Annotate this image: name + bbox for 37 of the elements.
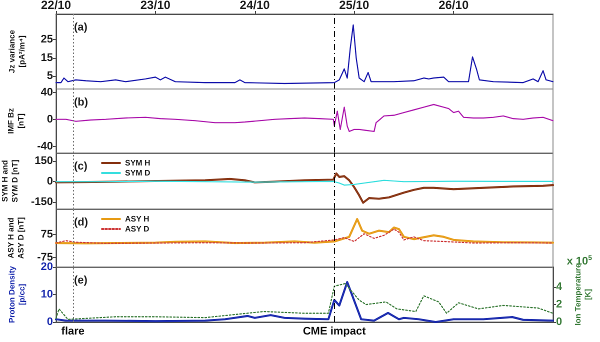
y-axis-title: IMF Bz [nT] [6, 108, 26, 134]
y-axis-title: ASY H and ASY D [nT] [6, 216, 26, 259]
legend-label: ASY D [125, 224, 150, 234]
y-axis-title: SYM H and SYM D [nT] [0, 159, 20, 202]
y-tick-label: 0 [46, 176, 53, 188]
legend-label: ASY H [125, 214, 150, 224]
y-tick-label: 10 [40, 288, 53, 300]
y2-tick-label: 0 [556, 316, 562, 328]
y-tick-label: 20 [40, 261, 53, 273]
y-axis-title: Proton Density [p/cc] [8, 266, 26, 323]
annotation: (c) [74, 160, 88, 172]
annotation: (e) [74, 274, 88, 286]
ref-line-label: flare [61, 326, 85, 338]
annotation: (b) [74, 96, 88, 108]
y-tick-label: 5 [46, 70, 53, 82]
y-tick-label: 0 [46, 113, 53, 126]
x-tick-label: 24/10 [240, 0, 270, 12]
annotation: (d) [74, 216, 88, 228]
y-tick-label: -150 [30, 196, 53, 208]
y-axis-title: Jz variance [pA²/m⁴] [8, 29, 26, 74]
annotation: (a) [74, 22, 88, 34]
x-tick-label: 26/10 [438, 0, 469, 12]
legend-label: SYM H [125, 158, 151, 168]
x-tick-label: 22/10 [40, 0, 72, 12]
y-tick-label: 75 [40, 228, 53, 241]
y-tick-label: 40 [40, 86, 53, 98]
y-tick-label: 150 [34, 155, 53, 168]
x-tick-label: 25/10 [339, 0, 370, 12]
y-tick-label: 25 [40, 34, 53, 46]
ref-line-label: CME impact [302, 326, 366, 338]
y-tick-label: -40 [37, 140, 53, 152]
legend-label: SYM D [125, 168, 151, 178]
y2-tick-label: 2 [556, 298, 562, 311]
y2-tick-label: 4 [556, 281, 563, 294]
y-tick-label: 0 [46, 316, 53, 328]
y-tick-label: 15 [40, 52, 53, 64]
x-tick-label: 23/10 [140, 0, 171, 12]
